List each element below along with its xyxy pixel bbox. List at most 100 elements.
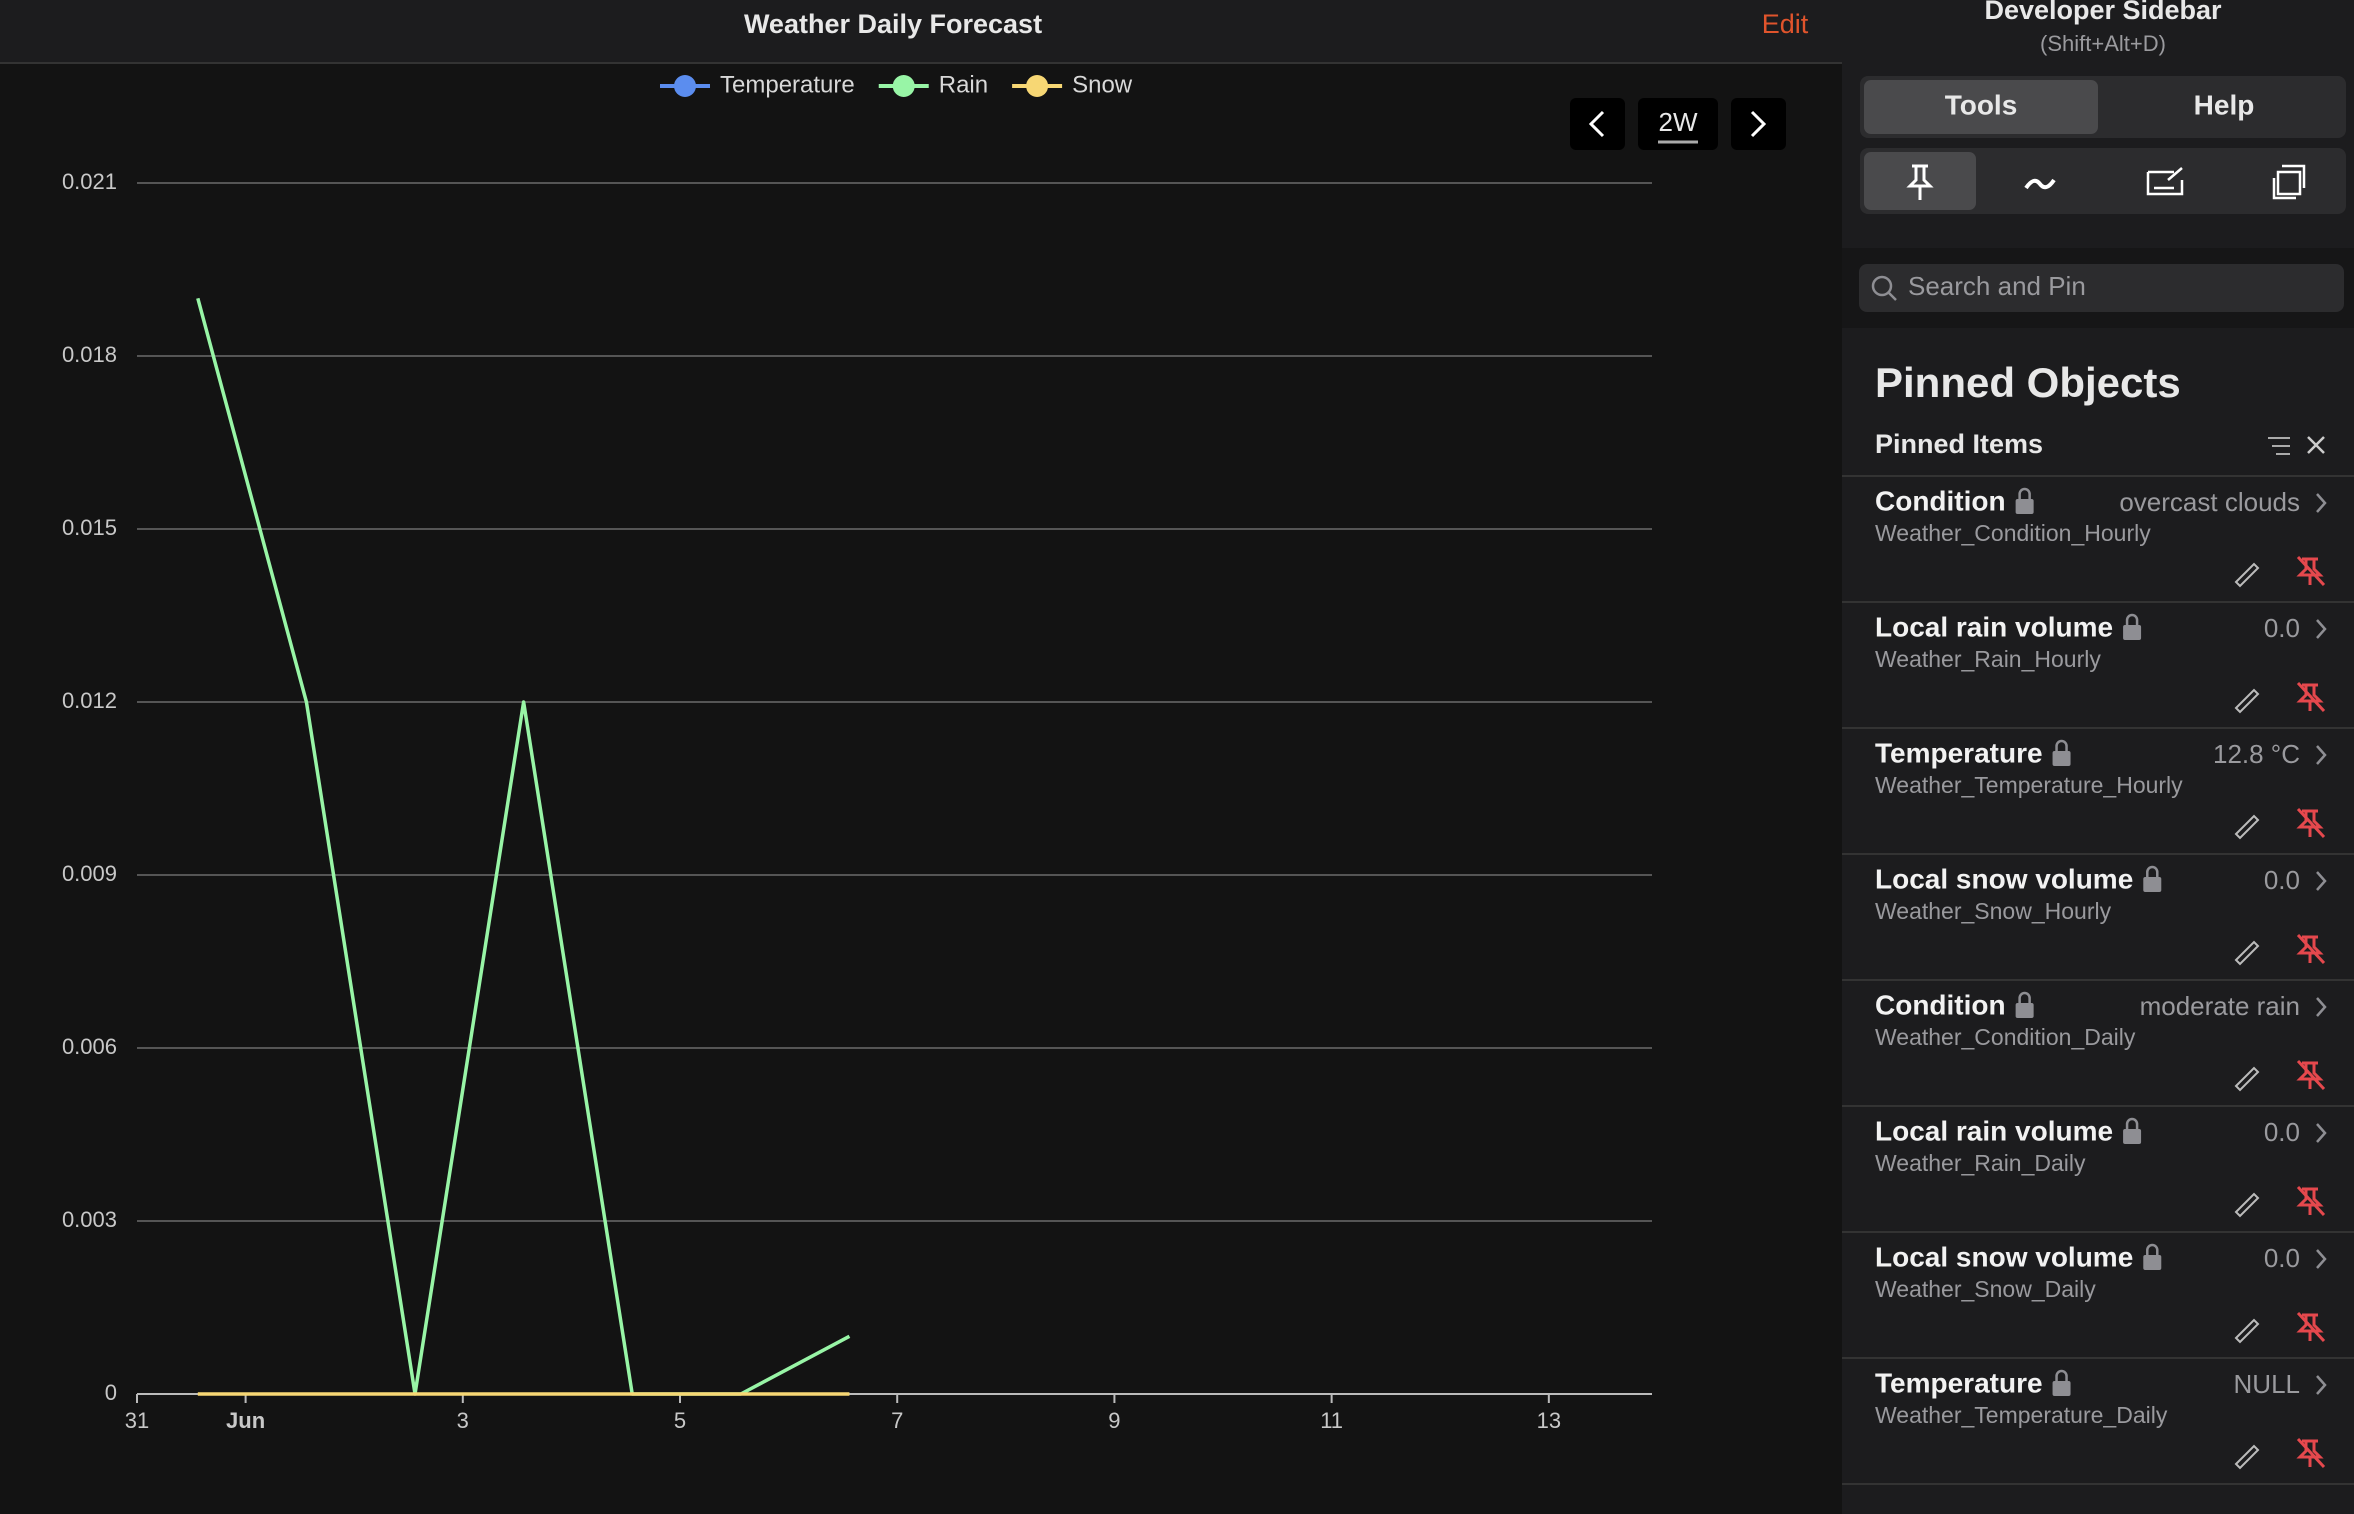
x-tick-label: Jun xyxy=(226,1408,265,1433)
add-tool-icon[interactable] xyxy=(2272,164,2306,200)
legend-marker xyxy=(1026,75,1049,97)
lock-icon xyxy=(2052,751,2071,766)
pencil-icon[interactable] xyxy=(2234,1444,2260,1470)
unpin-icon[interactable] xyxy=(2296,1437,2326,1469)
item-source: Weather_Snow_Hourly xyxy=(1875,898,2112,924)
legend-marker xyxy=(674,75,696,97)
y-tick-label: 0.021 xyxy=(62,169,117,194)
next-icon xyxy=(1750,110,1767,138)
x-tick-label: 13 xyxy=(1537,1408,1561,1433)
item-name[interactable]: Temperature xyxy=(1875,1367,2043,1398)
pencil-icon[interactable] xyxy=(2234,562,2260,588)
x-tick-label: 9 xyxy=(1108,1408,1120,1433)
chevron[interactable] xyxy=(2316,1375,2327,1395)
pin-icon xyxy=(1906,164,1934,200)
pencil-icon[interactable] xyxy=(2234,940,2260,966)
range-button[interactable] xyxy=(1638,98,1718,150)
search-box[interactable] xyxy=(1859,264,2344,312)
pencil-icon[interactable] xyxy=(2234,1318,2260,1344)
item-value: 0.0 xyxy=(2264,865,2300,895)
y-tick-label: 0.009 xyxy=(62,861,117,886)
lock-shackle xyxy=(2125,1117,2139,1129)
lock-shackle xyxy=(2125,613,2139,625)
y-tick-label: 0.006 xyxy=(62,1034,117,1059)
unpin-icon[interactable] xyxy=(2296,555,2326,587)
chevron[interactable] xyxy=(2316,1249,2327,1269)
x-tick-label: 31 xyxy=(125,1408,149,1433)
legend-label[interactable]: Snow xyxy=(1072,71,1133,98)
lock-shackle xyxy=(2146,1243,2159,1255)
prev-icon xyxy=(1588,110,1605,138)
x-tick-label: 5 xyxy=(674,1408,686,1433)
unpin-icon[interactable] xyxy=(2296,807,2326,839)
pencil-icon[interactable] xyxy=(2234,1066,2260,1092)
lock-shackle xyxy=(2018,991,2031,1003)
unpin-icon[interactable] xyxy=(2296,1311,2326,1343)
item-name[interactable]: Condition xyxy=(1875,485,2006,516)
lock-icon xyxy=(2015,1003,2034,1018)
item-value: 0.0 xyxy=(2264,1117,2300,1147)
item-source: Weather_Temperature_Daily xyxy=(1875,1402,2168,1428)
y-tick-label: 0.003 xyxy=(62,1207,117,1232)
unpin-icon[interactable] xyxy=(2296,1185,2326,1217)
unpin-icon[interactable] xyxy=(2296,1059,2326,1091)
item-name[interactable]: Temperature xyxy=(1875,737,2043,768)
item-name[interactable]: Local rain volume xyxy=(1875,1115,2113,1146)
tab[interactable]: Tools xyxy=(1945,89,2018,120)
pencil-icon[interactable] xyxy=(2234,814,2260,840)
unpin-icon[interactable] xyxy=(2296,681,2326,713)
trend-icon[interactable] xyxy=(2024,178,2056,190)
item-value: overcast clouds xyxy=(2119,487,2300,517)
edit-tool-icon[interactable] xyxy=(2146,167,2184,196)
prev-button[interactable] xyxy=(1570,98,1625,150)
lock-icon xyxy=(2143,877,2162,892)
lock-icon xyxy=(2123,625,2142,640)
item-source: Weather_Rain_Daily xyxy=(1875,1150,2086,1176)
next-button[interactable] xyxy=(1731,98,1786,150)
item-name[interactable]: Local rain volume xyxy=(1875,611,2113,642)
y-tick-label: 0.015 xyxy=(62,515,117,540)
tool-active[interactable] xyxy=(1864,152,1976,210)
item-value: NULL xyxy=(2234,1369,2300,1399)
sort-icon[interactable] xyxy=(2268,437,2290,455)
chevron[interactable] xyxy=(2316,997,2327,1017)
chevron[interactable] xyxy=(2316,745,2327,765)
tab-active xyxy=(1864,80,2098,134)
item-source: Weather_Condition_Hourly xyxy=(1875,520,2151,546)
y-tick-label: 0.012 xyxy=(62,688,117,713)
legend-label[interactable]: Rain xyxy=(939,71,988,98)
sidebar-title: Developer Sidebar xyxy=(1984,0,2222,25)
edit-button[interactable]: Edit xyxy=(1762,9,1809,39)
chevron[interactable] xyxy=(2316,1123,2327,1143)
search-placeholder: Search and Pin xyxy=(1908,271,2086,301)
lock-shackle xyxy=(2146,865,2159,877)
page-title: Weather Daily Forecast xyxy=(744,9,1042,39)
search-icon xyxy=(1871,275,1893,297)
item-value: moderate rain xyxy=(2140,991,2300,1021)
tool-bar xyxy=(1860,148,2346,214)
lock-shackle xyxy=(2018,487,2031,499)
clear-icon[interactable] xyxy=(2307,436,2325,454)
top-bar xyxy=(0,0,1842,63)
chevron[interactable] xyxy=(2316,619,2327,639)
legend-marker xyxy=(892,75,915,97)
pencil-icon[interactable] xyxy=(2234,1192,2260,1218)
tab[interactable]: Help xyxy=(2194,89,2255,120)
item-source: Weather_Rain_Hourly xyxy=(1875,646,2101,672)
range-label: 2W xyxy=(1659,107,1698,137)
section-title: Pinned Objects xyxy=(1875,359,2181,406)
pencil-icon[interactable] xyxy=(2234,688,2260,714)
lock-icon xyxy=(2052,1381,2071,1396)
x-tick-label: 11 xyxy=(1320,1408,1343,1433)
y-tick-label: 0.018 xyxy=(62,342,117,367)
item-name[interactable]: Condition xyxy=(1875,989,2006,1020)
chevron[interactable] xyxy=(2316,871,2327,891)
search-icon-handle xyxy=(1888,292,1897,301)
chevron[interactable] xyxy=(2316,493,2327,513)
legend-label[interactable]: Temperature xyxy=(720,71,855,98)
unpin-icon[interactable] xyxy=(2296,933,2326,965)
item-name[interactable]: Local snow volume xyxy=(1875,1241,2133,1272)
item-name[interactable]: Local snow volume xyxy=(1875,863,2133,894)
